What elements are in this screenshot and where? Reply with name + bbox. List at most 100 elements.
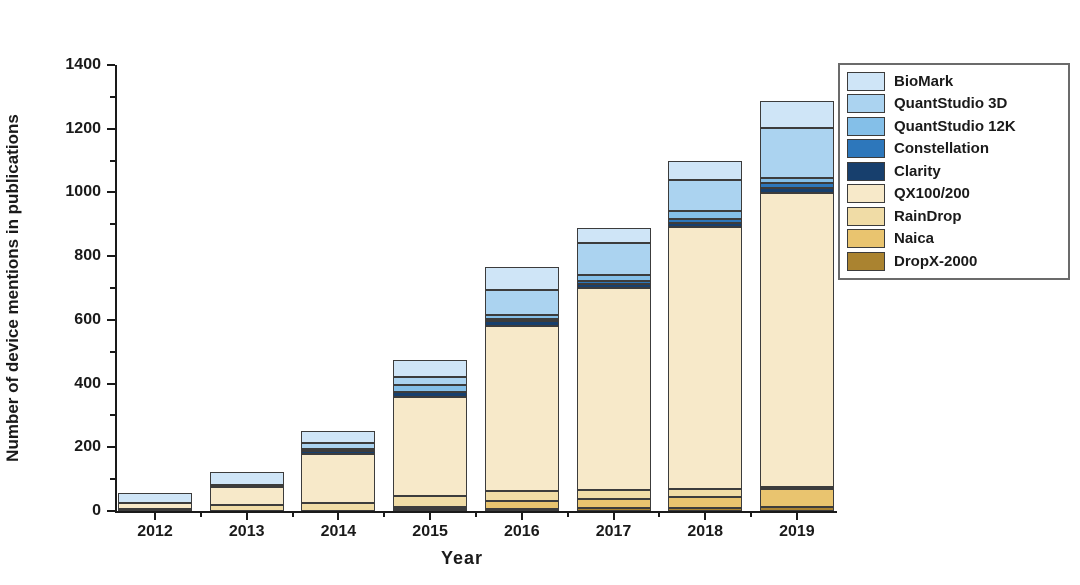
legend-swatch-quantstudio-3d [847,94,885,114]
x-axis-minor-tick [199,513,202,517]
x-axis-tick-label-2017: 2017 [595,523,632,540]
x-axis-minor-tick [474,513,477,517]
x-axis-tick [337,513,340,520]
y-axis-tick-label: 1000 [65,183,101,201]
legend-label: Naica [894,230,935,248]
legend-item: RainDrop [847,205,1060,228]
bar-segment-quantstudio-12k-2019 [759,177,834,184]
y-axis-tick-label: 0 [92,502,101,519]
x-axis-minor-tick [383,513,386,517]
y-axis-tick [107,318,115,321]
legend-item: QuantStudio 3D [847,93,1060,116]
bar-segment-biomark-2019 [759,101,834,128]
legend-swatch-naica [847,229,885,249]
legend-item: Naica [847,228,1060,251]
bar-segment-quantstudio-3d-2019 [759,127,834,178]
legend-label: QuantStudio 12K [894,117,1016,135]
bar-segment-raindrop-2012 [118,509,192,511]
bar-segment-clarity-2016 [484,321,559,326]
x-axis-tick [704,513,707,520]
legend-swatch-biomark [847,71,885,91]
x-axis-minor-tick [566,513,569,517]
x-axis-tick [795,513,798,520]
bar-segment-quantstudio-12k-2018 [668,210,743,219]
bar-segment-biomark-2018 [668,161,743,181]
bar-segment-constellation-2019 [759,183,834,189]
bar-2017 [576,228,651,511]
bar-segment-clarity-2019 [759,188,834,194]
bar-segment-qx100-200-2019 [759,193,834,487]
bar-segment-qx100-200-2014 [301,453,376,504]
bar-segment-raindrop-2016 [484,490,559,502]
bar-segment-biomark-2017 [576,228,651,243]
legend-item: QuantStudio 12K [847,115,1060,138]
y-axis-tick [107,255,115,258]
bar-2018 [668,161,743,511]
legend-label: RainDrop [894,207,962,225]
x-axis-tick [429,513,432,520]
bar-segment-quantstudio-3d-2016 [484,289,559,315]
legend-swatch-constellation [847,139,885,159]
x-axis-tick-label-2015: 2015 [412,523,448,540]
y-axis-tick [110,223,115,226]
legend-item: DropX-2000 [847,250,1060,273]
legend-label: DropX-2000 [894,252,978,270]
bar-segment-raindrop-2018 [668,488,743,497]
legend-swatch-qx100-200 [847,184,885,204]
y-axis-tick-label: 800 [74,247,101,265]
x-axis-tick-label-2014: 2014 [320,523,357,540]
y-axis-title: Number of device mentions in publication… [3,114,22,462]
bar-segment-quantstudio-3d-2017 [576,242,651,275]
y-axis-tick [110,159,115,162]
bar-segment-constellation-2017 [576,281,651,285]
bar-segment-clarity-2017 [576,284,651,289]
legend-swatch-dropx-2000 [847,251,885,271]
bar-segment-biomark-2012 [118,493,192,504]
y-axis-tick-label: 400 [74,374,101,392]
bar-2019 [759,101,834,511]
bar-2014 [301,431,376,511]
y-axis-tick [107,127,115,130]
y-axis-tick [110,414,115,417]
bar-segment-quantstudio-12k-2017 [576,274,651,282]
bar-segment-dropx-2000-2015 [393,509,468,511]
y-axis-tick [107,446,115,449]
bar-segment-quantstudio-3d-2013 [209,485,284,488]
x-axis-tick-label-2016: 2016 [504,523,540,540]
x-axis-title: Year [440,548,484,568]
bar-segment-dropx-2000-2016 [484,509,559,511]
x-axis-tick [520,513,523,520]
bar-segment-quantstudio-12k-2014 [301,449,376,452]
legend-item: BioMark [847,70,1060,93]
x-axis-minor-tick [658,513,661,517]
bar-segment-biomark-2014 [301,431,376,444]
y-axis-tick [110,287,115,289]
bar-2016 [484,266,559,511]
bar-segment-biomark-2015 [393,360,468,378]
y-axis-tick [110,478,115,481]
legend-item: QX100/200 [847,183,1060,206]
x-axis-minor-tick [291,513,294,517]
bar-segment-quantstudio-3d-2014 [301,443,376,450]
plot-area: 0 200 400 600 800 1000 1200 1400 2012 2013 2014 201… [65,56,837,540]
bar-segment-naica-2015 [393,507,468,509]
bar-segment-quantstudio-3d-2018 [668,180,743,211]
bar-segment-quantstudio-12k-2015 [393,385,468,392]
bar-segment-raindrop-2019 [759,486,834,489]
y-axis-tick-label: 600 [74,310,101,328]
bar-segment-naica-2018 [668,496,743,508]
legend-label: QX100/200 [894,185,970,203]
legend-swatch-quantstudio-12k [847,116,885,136]
bar-segment-naica-2019 [759,488,834,507]
x-axis-minor-tick [750,513,753,517]
x-axis-tick [154,513,156,520]
x-axis-tick-label-2019: 2019 [779,523,815,540]
legend-label: Clarity [894,162,941,180]
bar-segment-clarity-2018 [668,222,743,228]
bar-segment-qx100-200-2017 [576,288,651,490]
x-axis-tick-label-2018: 2018 [687,523,723,540]
bar-2013 [209,471,284,511]
bar-segment-dropx-2000-2018 [668,507,743,511]
bar-segment-qx100-200-2016 [484,325,559,491]
